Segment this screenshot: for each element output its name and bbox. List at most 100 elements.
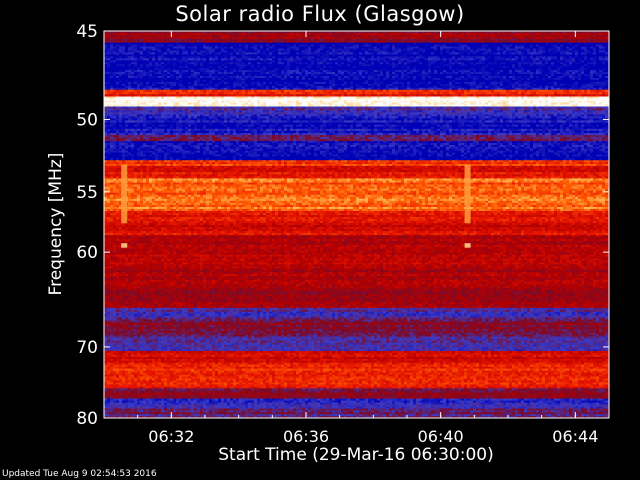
heatmap-cell [593,52,596,55]
heatmap-cell [113,31,116,34]
heatmap-cell [395,38,398,42]
heatmap-cell [443,40,446,44]
heatmap-cell [257,56,260,59]
heatmap-cell [404,54,407,57]
heatmap-cell [296,38,299,42]
heatmap-cell [536,48,539,51]
heatmap-cell [482,58,485,61]
heatmap-cell [392,46,395,49]
heatmap-cell [320,48,323,51]
heatmap-cell [134,32,137,36]
heatmap-cell [110,42,113,45]
heatmap-cell [545,54,548,57]
heatmap-cell [479,34,482,38]
heatmap-cell [602,44,605,47]
heatmap-cell [356,56,359,59]
heatmap-cell [395,31,398,34]
heatmap-cell [482,32,485,36]
heatmap-cell [233,36,236,40]
heatmap-cell [203,38,206,42]
heatmap-cell [449,54,452,57]
heatmap-cell [464,48,467,51]
heatmap-cell [137,60,140,63]
heatmap-cell [296,34,299,38]
heatmap-cell [143,60,146,63]
heatmap-cell [509,40,512,44]
heatmap-cell [476,58,479,61]
heatmap-cell [218,52,221,55]
heatmap-cell [572,36,575,40]
heatmap-cell [284,56,287,59]
heatmap-cell [359,60,362,63]
heatmap-cell [602,52,605,55]
heatmap-cell [107,62,110,65]
heatmap-cell [137,48,140,51]
heatmap-cell [275,60,278,63]
heatmap-cell [491,32,494,36]
heatmap-cell [437,52,440,55]
heatmap-cell [482,50,485,53]
heatmap-cell [188,44,191,47]
heatmap-cell [188,62,191,65]
heatmap-cell [251,40,254,44]
heatmap-cell [317,44,320,47]
heatmap-cell [428,34,431,38]
heatmap-cell [182,58,185,61]
heatmap-cell [365,44,368,47]
heatmap-cell [128,52,131,55]
heatmap-cell [107,34,110,38]
heatmap-cell [401,38,404,42]
heatmap-cell [530,60,533,63]
heatmap-cell [134,54,137,57]
heatmap-cell [113,48,116,51]
heatmap-cell [470,58,473,61]
heatmap-cell [401,54,404,57]
heatmap-cell [437,50,440,53]
heatmap-cell [170,58,173,61]
heatmap-cell [203,46,206,49]
heatmap-cell [365,34,368,38]
heatmap-cell [197,46,200,49]
heatmap-cell [428,32,431,36]
heatmap-cell [215,60,218,63]
heatmap-cell [182,48,185,51]
heatmap-cell [590,50,593,53]
heatmap-cell [170,48,173,51]
heatmap-cell [236,62,239,65]
heatmap-cell [155,60,158,63]
heatmap-cell [329,42,332,45]
heatmap-cell [428,42,431,45]
heatmap-cell [503,42,506,45]
heatmap-cell [332,40,335,44]
heatmap-cell [170,62,173,65]
heatmap-cell [116,58,119,61]
heatmap-cell [275,31,278,34]
heatmap-cell [530,40,533,44]
heatmap-cell [473,46,476,49]
heatmap-cell [365,58,368,61]
heatmap-cell [188,58,191,61]
heatmap-cell [428,38,431,42]
heatmap-cell [332,56,335,59]
heatmap-cell [398,42,401,45]
heatmap-cell [239,44,242,47]
heatmap-cell [152,42,155,45]
heatmap-cell [401,50,404,53]
heatmap-cell [170,50,173,53]
heatmap-cell [383,44,386,47]
heatmap-cell [428,52,431,55]
heatmap-cell [503,40,506,44]
heatmap-cell [605,52,608,55]
heatmap-cell [461,38,464,42]
heatmap-cell [605,40,608,44]
heatmap-cell [431,34,434,38]
heatmap-cell [185,56,188,59]
heatmap-cell [368,54,371,57]
heatmap-cell [575,58,578,61]
heatmap-cell [404,38,407,42]
heatmap-cell [194,31,197,34]
heatmap-cell [386,38,389,42]
heatmap-cell [182,50,185,53]
heatmap-cell [434,38,437,42]
heatmap-cell [335,38,338,42]
